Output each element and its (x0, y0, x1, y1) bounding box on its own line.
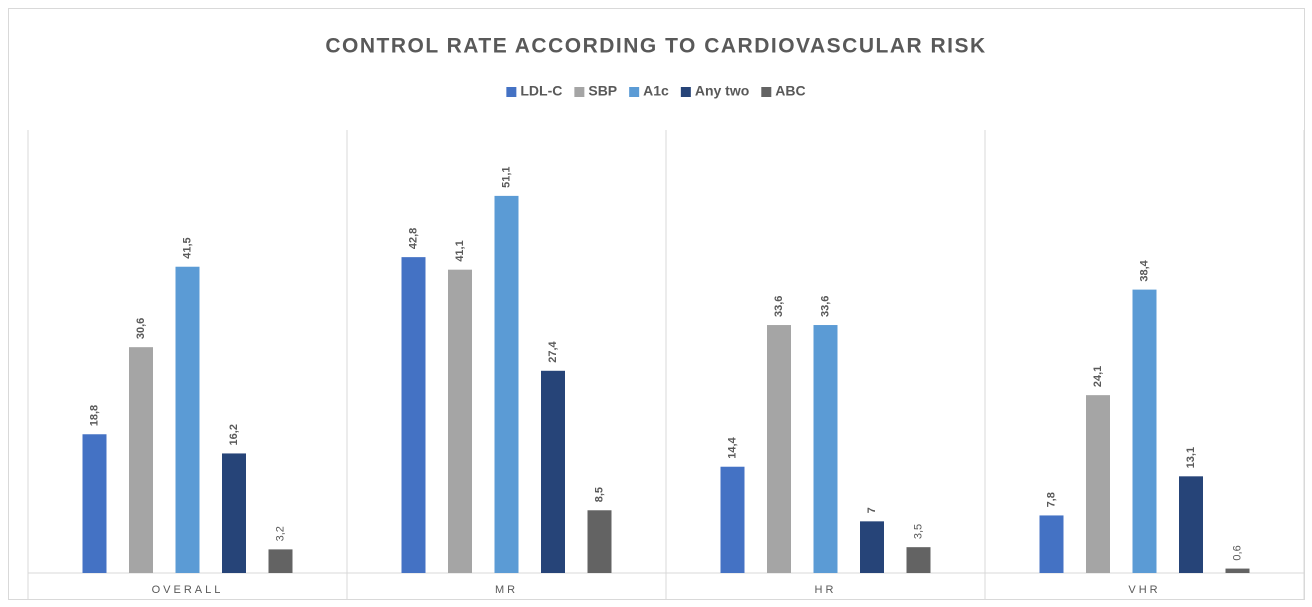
data-label: 51,1 (500, 166, 512, 187)
bar (448, 269, 472, 573)
legend-label: ABC (775, 83, 805, 99)
bar (1225, 568, 1250, 573)
bar (813, 325, 838, 573)
legend-swatch (680, 87, 691, 97)
bar (767, 325, 791, 573)
bar (587, 510, 612, 573)
legend-label: LDL-C (520, 83, 562, 99)
bar (906, 547, 931, 573)
x-tick-label: VHR (1128, 584, 1160, 596)
bar (1179, 476, 1203, 573)
legend-label: SBP (588, 83, 617, 99)
bar (494, 195, 519, 573)
bar (401, 257, 426, 573)
bar (222, 453, 246, 573)
legend-label: Any two (695, 83, 749, 99)
bar (129, 347, 153, 573)
data-label: 3,5 (912, 524, 924, 539)
bar (82, 434, 107, 573)
data-label: 8,5 (593, 487, 605, 502)
data-label: 7 (866, 507, 878, 513)
bar (1039, 515, 1064, 573)
data-label: 24,1 (1092, 366, 1104, 387)
data-label: 41,5 (181, 237, 193, 258)
x-tick-label: OVERALL (152, 584, 224, 596)
bar (541, 370, 565, 573)
data-label: 30,6 (135, 318, 147, 339)
bar (268, 549, 293, 573)
bar (175, 266, 200, 573)
x-tick-label: HR (815, 584, 837, 596)
data-label: 16,2 (228, 424, 240, 445)
data-label: 3,2 (274, 526, 286, 541)
data-label: 0,6 (1231, 545, 1243, 560)
legend-swatch (761, 87, 772, 97)
data-label: 41,1 (454, 240, 466, 261)
legend-swatch (629, 87, 640, 97)
legend-label: A1c (643, 83, 669, 99)
bar (720, 466, 745, 573)
data-label: 14,4 (726, 436, 738, 458)
legend-swatch (574, 87, 585, 97)
x-tick-label: MR (495, 584, 518, 596)
chart-title: CONTROL RATE ACCORDING TO CARDIOVASCULAR… (325, 35, 986, 58)
data-label: 7,8 (1045, 492, 1057, 507)
data-label: 27,4 (547, 340, 559, 362)
bar (1086, 395, 1110, 573)
data-label: 33,6 (773, 296, 785, 317)
data-label: 13,1 (1185, 447, 1197, 468)
legend-swatch (506, 87, 517, 97)
data-label: 38,4 (1138, 259, 1150, 281)
bar (860, 521, 884, 573)
data-label: 42,8 (407, 228, 419, 249)
data-label: 18,8 (88, 405, 100, 426)
bar (1132, 289, 1157, 573)
data-label: 33,6 (819, 296, 831, 317)
